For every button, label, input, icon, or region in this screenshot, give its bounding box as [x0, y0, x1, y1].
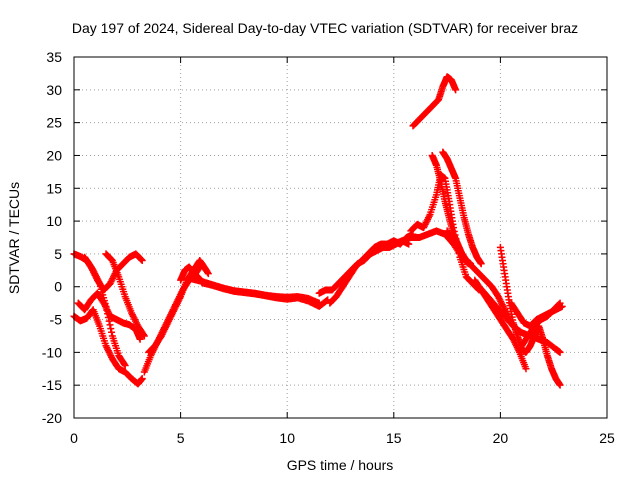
- series-pass-w: [518, 299, 564, 350]
- chart-title: Day 197 of 2024, Sidereal Day-to-day VTE…: [72, 20, 578, 36]
- y-tick-label: 25: [46, 115, 62, 131]
- data-point: [137, 256, 145, 264]
- data-point: [121, 361, 129, 369]
- x-tick-label: 0: [70, 430, 78, 446]
- series-pass-a: [70, 306, 146, 388]
- data-point: [201, 265, 209, 273]
- y-tick-label: -10: [42, 344, 62, 360]
- data-point: [138, 375, 146, 383]
- series-pass-p: [439, 148, 485, 268]
- x-tick-label: 20: [493, 430, 509, 446]
- data-point: [120, 360, 128, 368]
- series-pass-g: [145, 256, 210, 356]
- grid: [74, 57, 607, 418]
- data-point: [556, 348, 564, 356]
- data-point: [138, 256, 146, 264]
- y-tick-label: 0: [54, 279, 62, 295]
- data-points: [70, 73, 566, 389]
- x-axis-label: GPS time / hours: [287, 457, 394, 473]
- series-pass-e: [102, 250, 148, 340]
- data-point: [108, 328, 116, 336]
- data-point: [107, 325, 115, 333]
- data-point: [202, 266, 210, 274]
- x-tick-label: 10: [279, 430, 295, 446]
- data-point: [555, 300, 563, 308]
- data-point: [452, 86, 460, 94]
- data-point: [105, 317, 113, 325]
- series-pass-u: [496, 243, 564, 389]
- data-point: [556, 381, 564, 389]
- x-tick-label: 5: [177, 430, 185, 446]
- y-tick-label: 5: [54, 246, 62, 262]
- data-point: [140, 331, 148, 339]
- axis-ticks: 0 5 10 15 20 25 -20 -15 -10 -5 0 5 10 15 20 25 30 35: [42, 49, 615, 446]
- y-tick-label: 30: [46, 82, 62, 98]
- data-point: [140, 332, 148, 340]
- data-point: [136, 335, 144, 343]
- series-pass-j: [198, 279, 332, 310]
- y-tick-label: 10: [46, 213, 62, 229]
- y-tick-label: -5: [50, 312, 63, 328]
- y-tick-label: 20: [46, 147, 62, 163]
- series-pass-c: [74, 289, 144, 343]
- series-pass-q: [409, 73, 460, 130]
- y-axis-label: SDTVAR / TECUs: [6, 182, 22, 294]
- y-tick-label: -15: [42, 377, 62, 393]
- plot-frame: [73, 56, 608, 419]
- data-point: [477, 260, 485, 268]
- data-point: [522, 365, 530, 373]
- data-point: [106, 321, 114, 329]
- y-tick-label: 15: [46, 180, 62, 196]
- y-tick-label: -20: [42, 410, 62, 426]
- data-point: [556, 299, 564, 307]
- x-tick-label: 25: [599, 430, 615, 446]
- x-tick-label: 15: [386, 430, 402, 446]
- y-tick-label: 35: [46, 49, 62, 65]
